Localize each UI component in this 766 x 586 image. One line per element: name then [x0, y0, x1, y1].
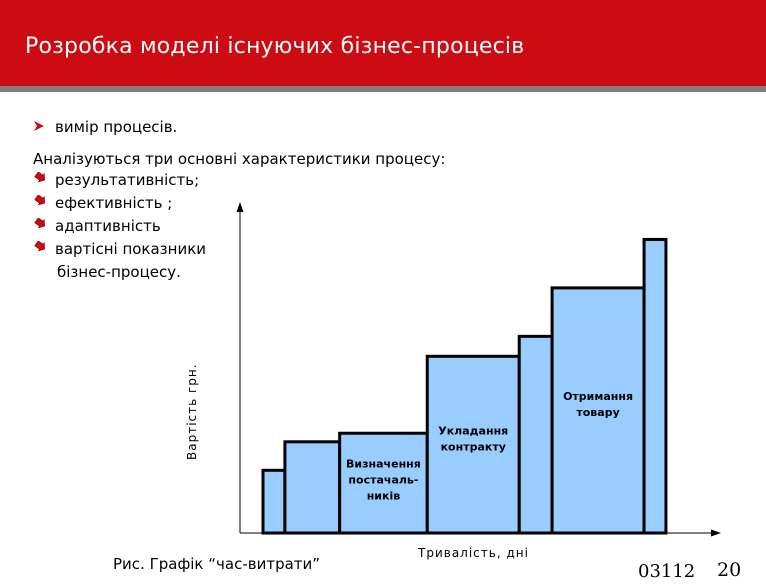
- arrow-bullet-icon: [34, 172, 45, 183]
- bar-label: Укладання контракту: [438, 424, 508, 453]
- page-number: 20: [717, 559, 742, 581]
- arrow-bullet-icon: [34, 218, 45, 229]
- step-bar: [642, 237, 668, 535]
- x-axis-arrow-icon: [711, 529, 721, 537]
- step-bar: [425, 354, 521, 535]
- slide-code: 03112: [638, 561, 696, 582]
- y-axis-label: Вартість грн.: [185, 363, 199, 460]
- slide-title: Розробка моделі існуючих бізнес-процесів: [25, 34, 525, 59]
- bullet-item: адаптивність: [55, 217, 161, 235]
- step-bar: [261, 468, 287, 535]
- arrow-bullet-icon: [34, 195, 45, 206]
- bullet-item: ефективність ;: [55, 194, 173, 212]
- step-bar: [517, 334, 554, 535]
- first-bullet-text: вимір процесів.: [55, 118, 178, 136]
- bullet-item: вартісні показники: [55, 240, 207, 258]
- bar-label: Визначення постачаль-ників: [346, 457, 421, 502]
- bullet-continuation: бізнес-процесу.: [57, 263, 181, 281]
- y-axis-arrow-icon: [236, 202, 244, 212]
- arrow-bullet-icon: [34, 241, 45, 252]
- title-bar-shadow: [0, 86, 766, 92]
- step-bar: [283, 440, 342, 535]
- bar-label: Отримання товару: [563, 390, 633, 419]
- figure-caption: Рис. Графік “час-витрати”: [113, 555, 321, 573]
- arrowhead-bullet-icon: [34, 121, 44, 131]
- intro-text: Аналізуються три основні характеристики …: [33, 150, 446, 168]
- title-bar: [0, 0, 766, 86]
- bullet-item: результативність;: [55, 171, 200, 189]
- x-axis-label: Тривалість, дні: [417, 546, 529, 560]
